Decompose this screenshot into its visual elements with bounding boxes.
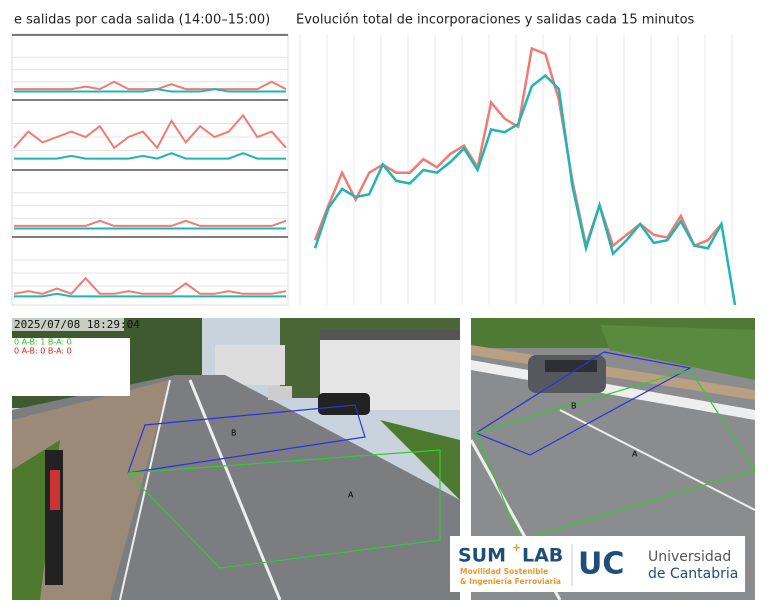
series-line (14, 88, 286, 93)
logo-sub: Movilidad Sostenible (460, 567, 548, 576)
chart-title: e salidas por cada salida (14:00–15:00) (14, 13, 270, 28)
logo-text: LAB (522, 545, 563, 567)
logo-uni: Universidad (648, 549, 731, 565)
logo-uni: de Cantabria (648, 566, 738, 582)
zone-label: A (632, 450, 638, 459)
series-line (13, 276, 287, 295)
camera-view (12, 318, 460, 600)
counter: 0 A-B: 0 B-A: 0 (14, 347, 72, 356)
series-line (14, 219, 287, 227)
series-line (14, 292, 286, 298)
counter: 0 A-B: 1 B-A: 0 (14, 338, 72, 347)
series-line (14, 152, 286, 160)
timestamp: 2025/07/08 18:29:04 (14, 318, 140, 331)
series-line (313, 73, 737, 306)
logo-sub: & Ingeniería Ferroviaria (460, 577, 561, 586)
logo-text: SUM (458, 545, 506, 567)
logo-plus: + (512, 541, 521, 554)
logo-uc: UC (578, 547, 624, 582)
series-line (14, 80, 287, 91)
zone-label: B (231, 429, 237, 438)
chart-title: Evolución total de incorporaciones y sal… (296, 13, 695, 28)
logo-box (450, 536, 745, 592)
zone-label: A (348, 491, 354, 500)
series-line (13, 113, 287, 150)
right-grid (299, 35, 733, 305)
zone-label: B (571, 402, 577, 411)
series-line (313, 46, 723, 251)
